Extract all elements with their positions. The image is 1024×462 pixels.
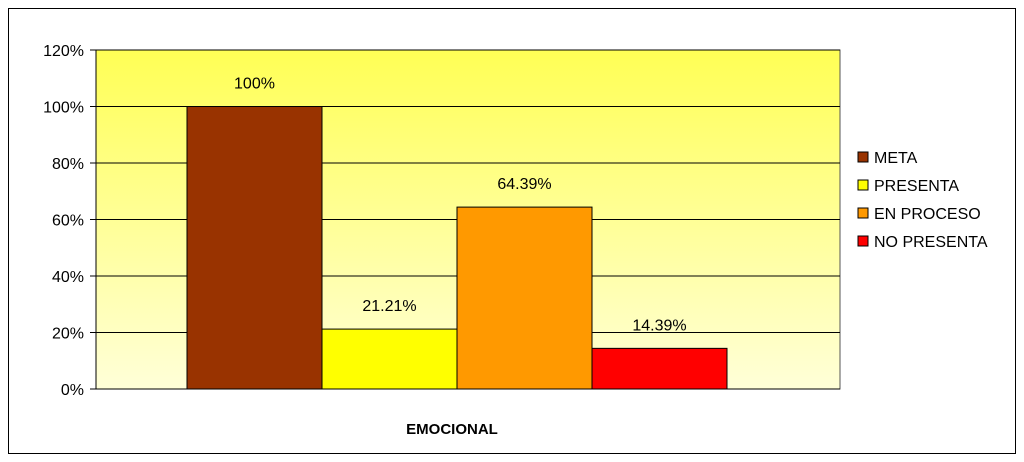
legend-label: NO PRESENTA	[874, 234, 988, 251]
bar-presenta	[321, 328, 458, 390]
data-label: 64.39%	[497, 176, 551, 193]
bar-no-presenta	[591, 347, 728, 390]
y-tick-label: 20%	[52, 326, 84, 343]
bar-meta	[186, 106, 323, 390]
legend-swatch	[857, 235, 869, 247]
legend-swatch	[857, 207, 869, 219]
data-label: 21.21%	[362, 298, 416, 315]
y-tick-label: 100%	[43, 100, 84, 117]
bar-en-proceso	[456, 206, 593, 390]
data-label: 100%	[234, 76, 275, 93]
legend-label: META	[874, 150, 918, 167]
y-tick-label: 120%	[43, 43, 84, 60]
legend-label: EN PROCESO	[874, 206, 981, 223]
x-category-label: EMOCIONAL	[406, 421, 498, 438]
data-label: 14.39%	[632, 317, 686, 334]
y-tick-label: 60%	[52, 213, 84, 230]
y-tick-label: 0%	[61, 382, 84, 399]
y-tick-label: 40%	[52, 269, 84, 286]
legend-swatch	[857, 151, 869, 163]
y-tick-label: 80%	[52, 156, 84, 173]
legend-label: PRESENTA	[874, 178, 959, 195]
chart-frame	[8, 8, 1016, 454]
legend-swatch	[857, 179, 869, 191]
